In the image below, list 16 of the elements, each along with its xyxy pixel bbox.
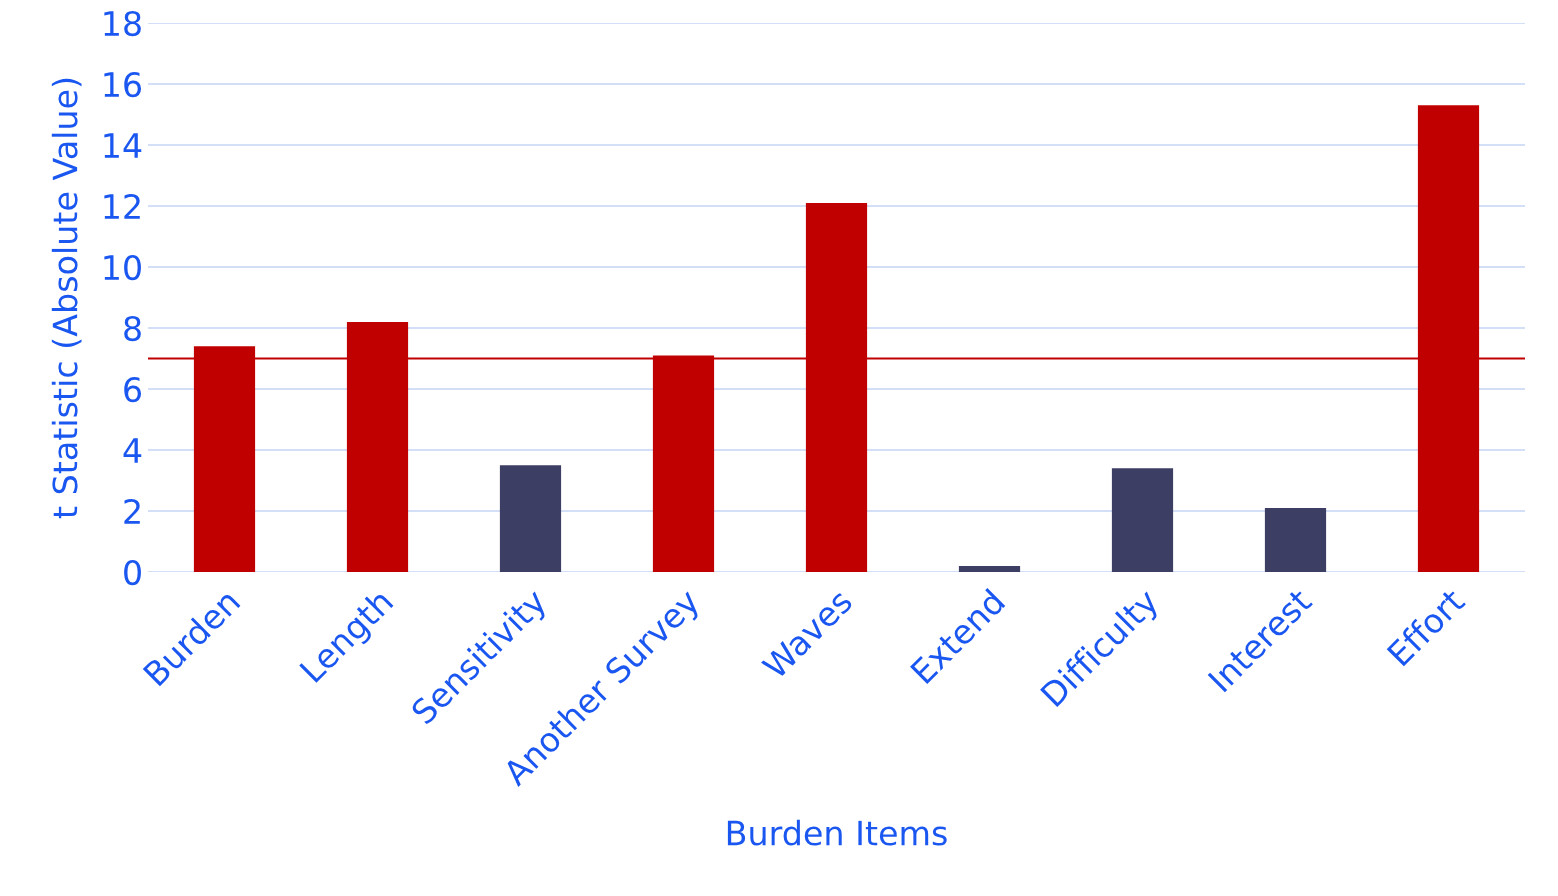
y-tick-label: 8 (124, 315, 141, 342)
y-tick-label: 16 (104, 71, 142, 98)
bar (499, 465, 562, 572)
y-tick-label: 18 (104, 10, 141, 37)
y-tick-label: 10 (104, 254, 141, 281)
bar (958, 565, 1021, 572)
y-tick-label: 12 (104, 193, 140, 219)
x-axis-title: Burden Items (727, 819, 947, 846)
bar (1111, 468, 1174, 572)
y-tick-label: 6 (124, 376, 142, 403)
y-tick-label: 4 (123, 438, 142, 463)
y-tick-label: 0 (124, 559, 141, 586)
bar (1264, 507, 1327, 572)
y-axis-title: t Statistic (Absolute Value) (51, 78, 82, 519)
y-tick-label: 14 (104, 133, 142, 158)
y-tick-label: 2 (124, 498, 140, 524)
